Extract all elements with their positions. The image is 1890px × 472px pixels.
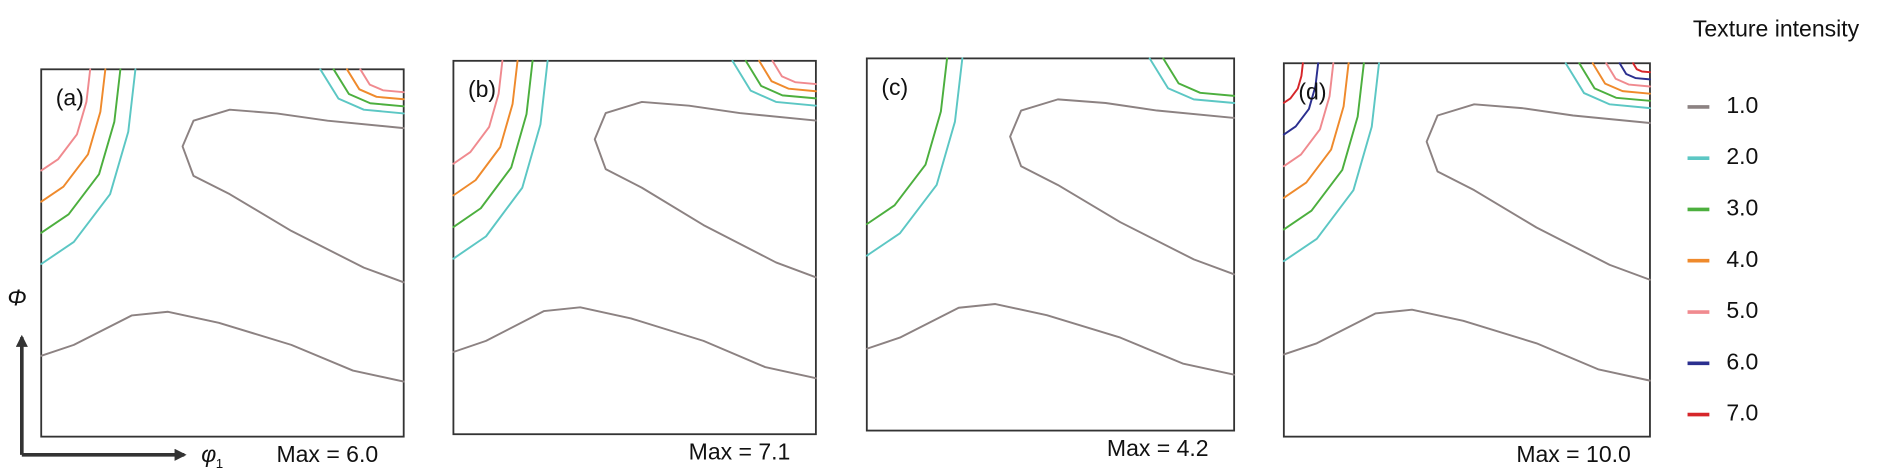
contour: [744, 59, 817, 100]
contour: [452, 59, 504, 165]
contour: [1282, 62, 1365, 231]
contour: [1578, 62, 1651, 102]
contour: [1618, 62, 1651, 81]
panel-tag: (d): [1298, 79, 1326, 105]
contour: [332, 68, 405, 108]
panel-frame: [1282, 62, 1651, 438]
legend-label: 1.0: [1726, 92, 1758, 118]
contour: [40, 68, 107, 203]
contour: [345, 68, 405, 101]
contour: [40, 68, 137, 265]
contour: [452, 59, 549, 260]
contour: [452, 306, 817, 380]
legend-label: 4.0: [1726, 246, 1758, 272]
legend-title: Texture intensity: [1693, 16, 1860, 42]
panel-tag: (a): [56, 85, 84, 111]
panel-frame: [452, 59, 817, 436]
legend-label: 6.0: [1726, 348, 1758, 374]
contour: [40, 68, 122, 234]
contour: [359, 68, 405, 94]
contour: [1591, 62, 1651, 95]
contour: [1282, 62, 1335, 168]
contour: [1009, 98, 1236, 276]
max-label: Max = 4.2: [1107, 435, 1209, 461]
contour: [1632, 62, 1651, 74]
contour: [758, 59, 817, 93]
contour: [1282, 308, 1651, 382]
axis-label: φ: [201, 441, 216, 467]
contour: [731, 59, 817, 107]
contour: [771, 59, 817, 86]
contour: [1564, 62, 1651, 110]
panel-frame: [865, 57, 1236, 432]
legend-label: 3.0: [1726, 195, 1758, 221]
legend-label: 5.0: [1726, 297, 1758, 323]
contour: [40, 310, 405, 383]
max-label: Max = 6.0: [276, 441, 378, 467]
contour: [865, 303, 1236, 376]
contour: [40, 68, 92, 172]
contour: [181, 108, 405, 284]
contour: [865, 57, 949, 226]
contour: [1162, 57, 1236, 97]
max-label: Max = 7.1: [689, 439, 791, 465]
panel-frame: [40, 68, 405, 438]
contour: [1282, 62, 1320, 136]
contour: [865, 57, 964, 257]
contour: [1605, 62, 1651, 88]
contour: [1282, 62, 1304, 104]
contour: [319, 68, 405, 115]
axis-label-sub: 1: [216, 456, 223, 471]
contour: [1282, 62, 1350, 199]
legend-label: 7.0: [1726, 400, 1758, 426]
contour: [1148, 57, 1236, 104]
contour: [452, 59, 534, 228]
panel-tag: (b): [468, 76, 496, 102]
max-label: Max = 10.0: [1516, 441, 1631, 467]
legend-label: 2.0: [1726, 143, 1758, 169]
contour: [452, 59, 519, 197]
contour: [1425, 103, 1651, 281]
panel-tag: (c): [881, 74, 908, 100]
contour: [1282, 62, 1380, 263]
axis-label: Φ: [7, 285, 26, 311]
contour: [593, 100, 817, 279]
